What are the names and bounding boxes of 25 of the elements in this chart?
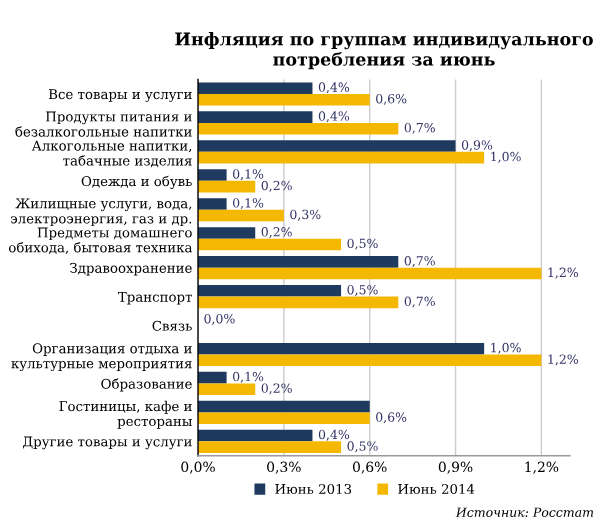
bar [198, 342, 485, 355]
bar [198, 140, 456, 152]
bar [198, 227, 256, 239]
bar [198, 122, 399, 135]
bar [198, 412, 370, 424]
bar [198, 429, 313, 442]
bar [198, 400, 370, 413]
bar [198, 285, 342, 297]
bar [198, 151, 485, 164]
chart-title: Инфляция по группам индивидуального потребления за июнь [175, 32, 593, 70]
bar [198, 354, 542, 367]
bar [198, 180, 256, 193]
bar [198, 111, 313, 123]
bar [198, 169, 227, 181]
bar [198, 198, 227, 210]
bar [198, 296, 399, 309]
bar [198, 267, 542, 280]
bar [198, 256, 399, 268]
bar [198, 383, 256, 396]
bar [198, 371, 227, 384]
bar [198, 82, 313, 94]
bar [198, 238, 342, 251]
bar [198, 441, 342, 453]
bar [198, 93, 370, 106]
bar [198, 209, 284, 222]
